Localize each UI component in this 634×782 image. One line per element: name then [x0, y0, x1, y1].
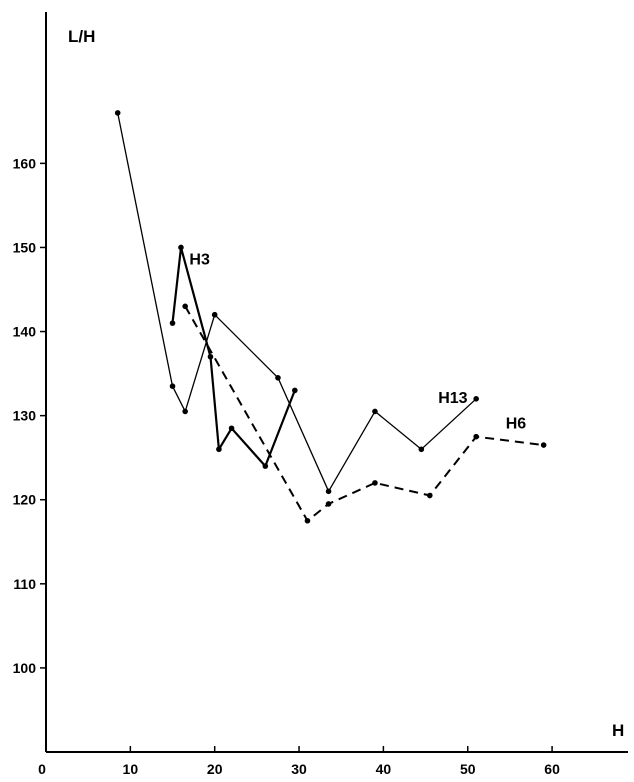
series-h6	[182, 303, 547, 524]
data-point	[304, 517, 311, 524]
data-point	[325, 488, 332, 495]
y-tick-label: 110	[13, 576, 36, 592]
annotation-layer: H3 H13 H6	[189, 251, 526, 432]
data-point	[540, 442, 547, 448]
data-point	[262, 463, 269, 469]
y-tick-label: 130	[13, 408, 37, 424]
data-point	[292, 387, 298, 394]
x-tick-label: 0	[38, 761, 46, 777]
data-point	[426, 492, 433, 499]
x-ticks: 0 10 20 30 40 50 60	[38, 746, 560, 777]
x-tick-label: 20	[207, 761, 223, 777]
data-point	[473, 433, 479, 440]
y-tick-label: 140	[13, 324, 37, 340]
data-point	[211, 311, 218, 318]
y-ticks: 100 110 120 130 140 150 160	[13, 155, 46, 676]
data-point	[275, 374, 281, 381]
y-tick-label: 160	[13, 155, 37, 171]
data-point	[207, 353, 214, 360]
series-label-h6: H6	[506, 415, 527, 432]
y-tick-label: 120	[13, 492, 37, 508]
x-tick-label: 60	[544, 761, 560, 777]
data-point	[228, 425, 235, 432]
data-point	[169, 320, 176, 326]
data-point	[182, 303, 188, 310]
x-axis-title: H	[612, 721, 624, 740]
x-tick-label: 10	[123, 761, 139, 777]
series-h3	[169, 244, 298, 469]
y-tick-label: 100	[13, 660, 37, 676]
data-point	[182, 408, 188, 415]
series-label-h3: H3	[189, 251, 210, 268]
x-tick-label: 50	[460, 761, 476, 777]
data-point	[169, 383, 176, 390]
x-tick-label: 40	[376, 761, 392, 777]
data-point	[418, 446, 425, 453]
series-label-h13: H13	[438, 390, 467, 407]
series-layer	[114, 110, 547, 524]
data-point	[473, 396, 479, 402]
data-point	[114, 110, 121, 116]
y-tick-label: 150	[13, 239, 37, 255]
data-point	[216, 446, 222, 453]
series-line	[171, 246, 296, 468]
series-line	[117, 112, 477, 492]
data-point	[372, 480, 378, 486]
y-axis-title: L/H	[68, 27, 95, 46]
series-h13	[114, 110, 479, 495]
data-point	[178, 244, 184, 251]
data-point	[325, 501, 332, 507]
x-tick-label: 30	[291, 761, 307, 777]
data-point	[372, 408, 378, 415]
axes	[45, 12, 628, 753]
